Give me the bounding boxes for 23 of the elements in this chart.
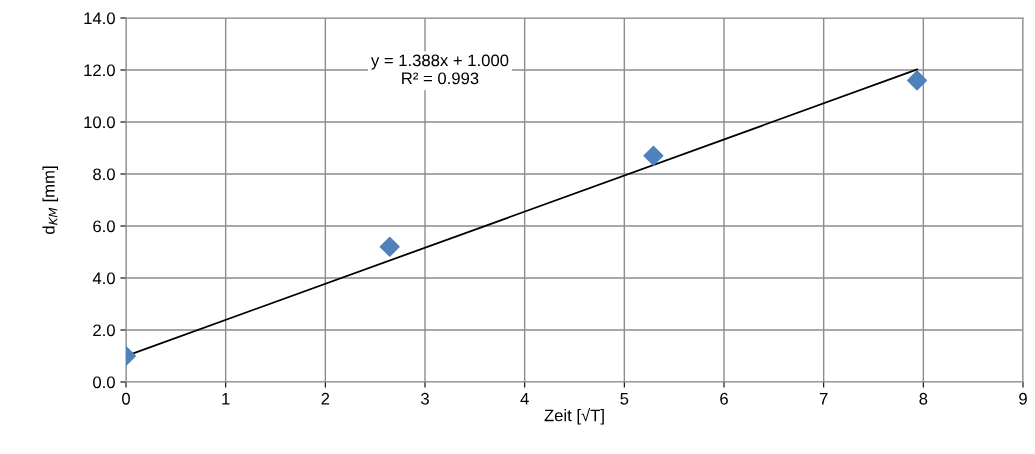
y-tick-label: 4.0: [92, 272, 115, 285]
y-tick-label: 12.0: [84, 64, 115, 77]
y-tick-label: 2.0: [93, 324, 115, 337]
y-tick-label: 14.0: [84, 12, 115, 25]
y-axis-title: d$_{KM}$ [mm]: [42, 166, 59, 234]
y-tick-label: 0.0: [93, 376, 115, 389]
x-tick-label: 2: [321, 392, 330, 405]
x-axis-title: Zeit [√T]: [544, 407, 604, 425]
x-tick-label: 0: [122, 392, 130, 405]
x-tick-label: 1: [222, 393, 230, 405]
x-tick-label: 8: [919, 392, 928, 405]
x-tick-label: 6: [720, 392, 728, 405]
x-tick-label: 5: [620, 393, 629, 405]
x-tick-label: 3: [421, 392, 429, 405]
x-tick-label: 4: [520, 393, 529, 405]
point: [643, 145, 664, 166]
y-tick-label: 6.0: [93, 220, 115, 233]
y-tick-label: 10.0: [84, 116, 115, 129]
x-tick-label: 7: [819, 393, 828, 405]
y-tick-label: 8.0: [93, 168, 115, 181]
point: [907, 70, 928, 91]
annotation: y = 1.388x + 1.000 R² = 0.993: [370, 54, 509, 85]
x-tick-label: 9: [1019, 392, 1027, 405]
